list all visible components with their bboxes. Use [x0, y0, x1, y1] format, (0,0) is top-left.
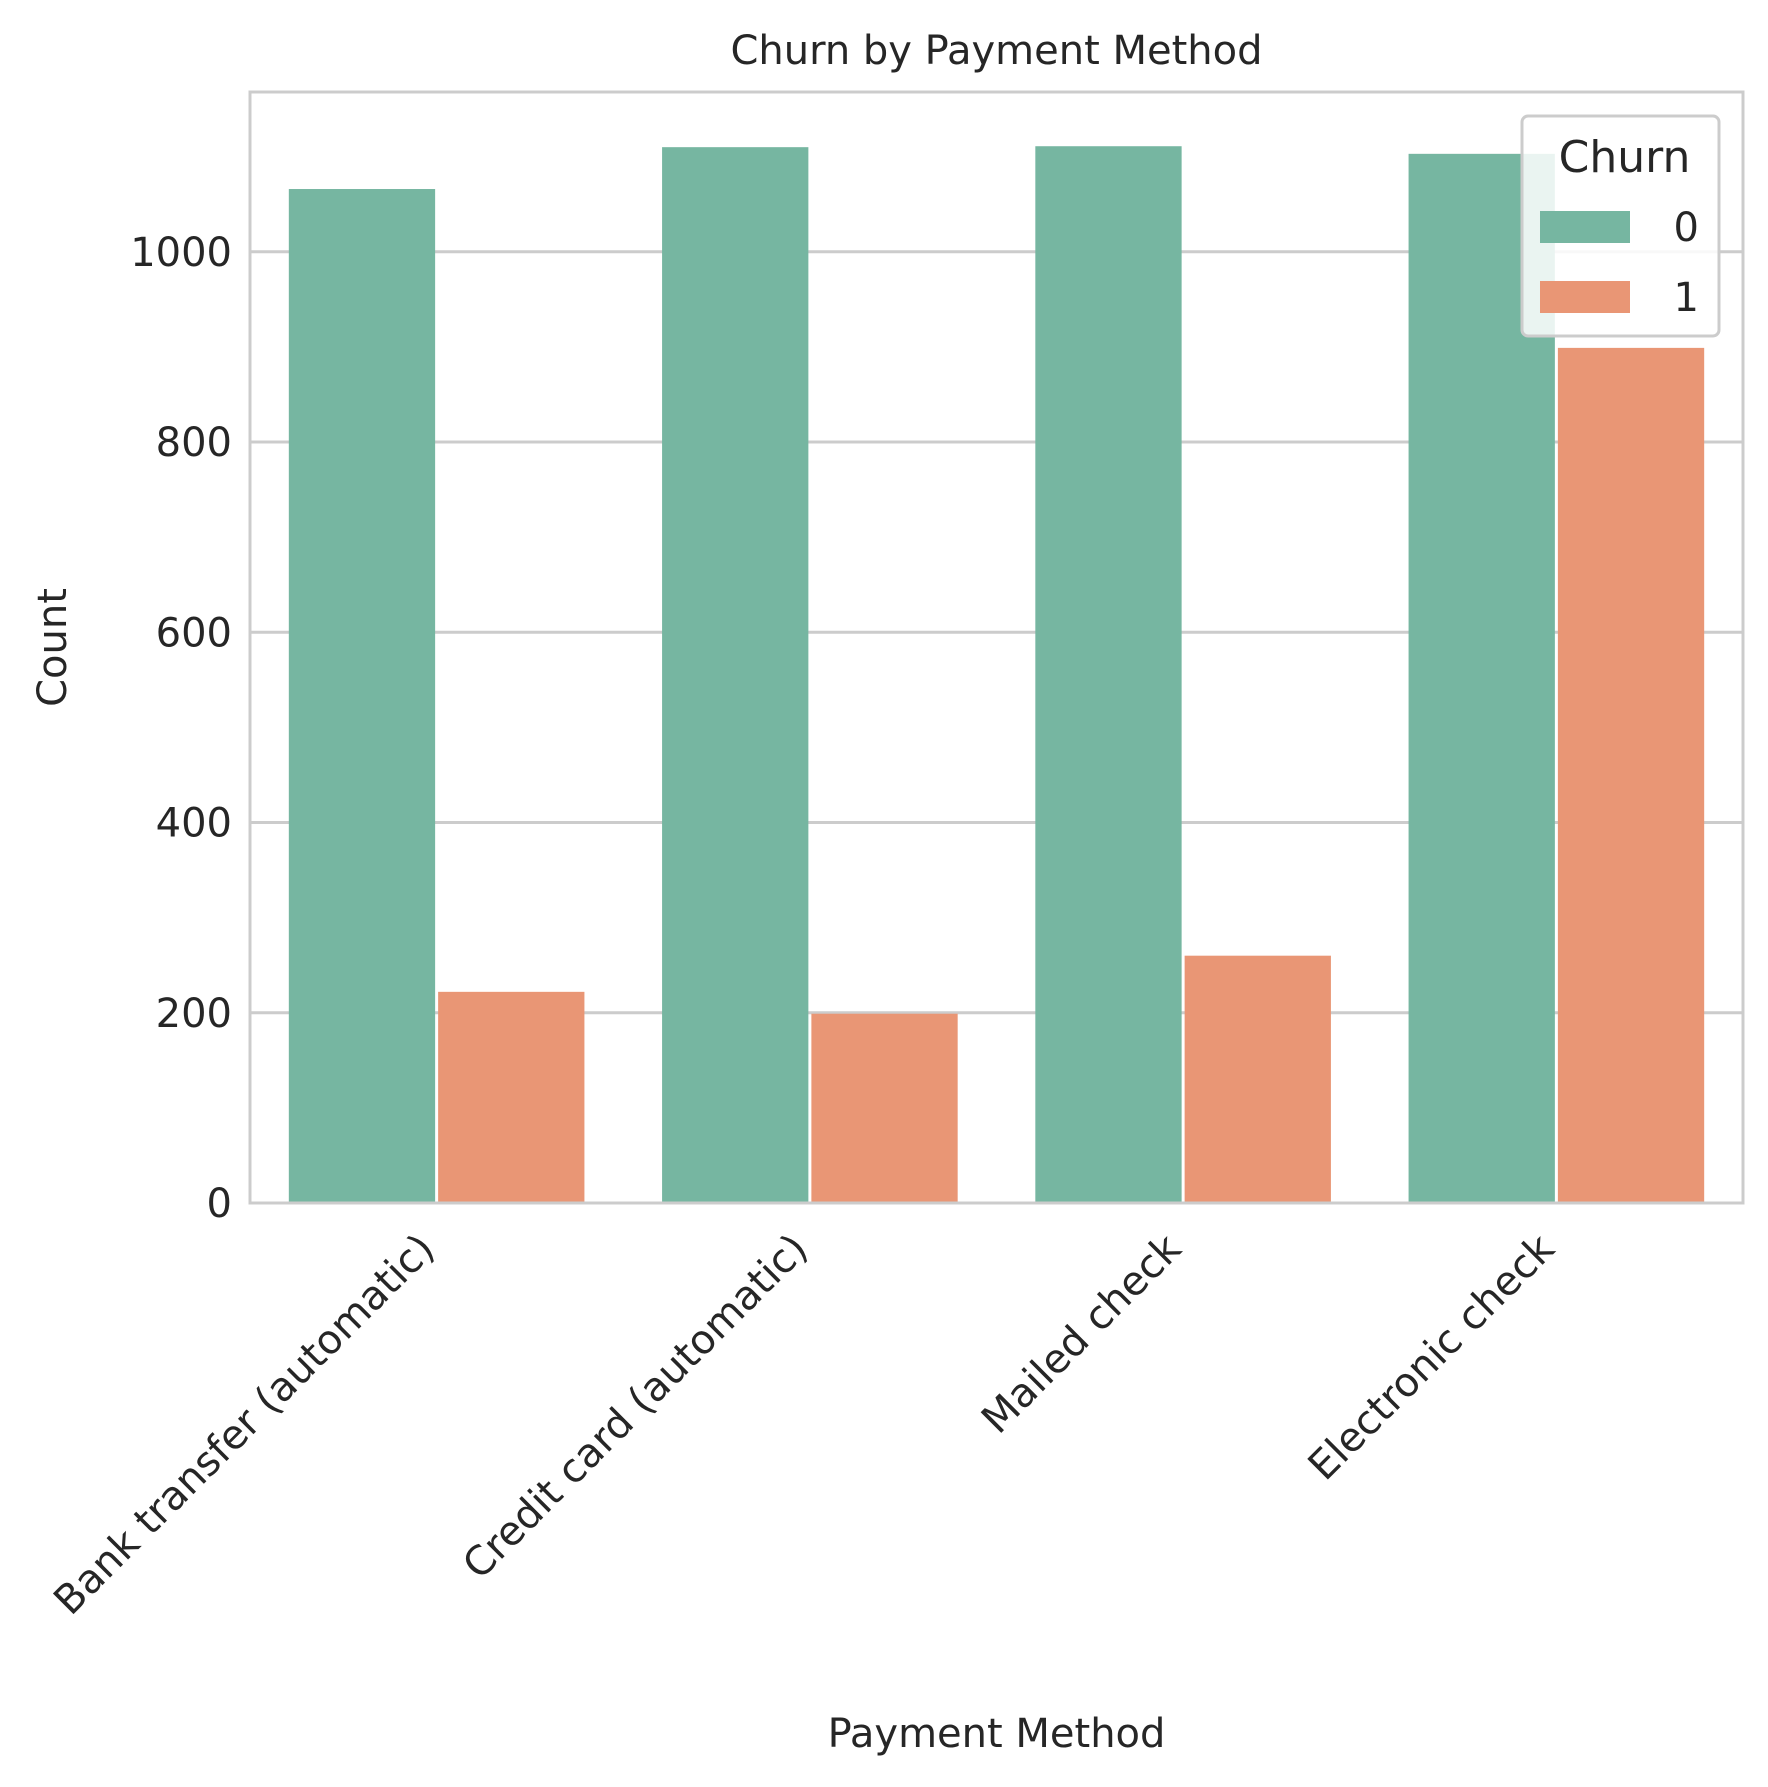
y-tick-labels: 0 200 400 600 800 1000 — [130, 230, 232, 1227]
bar-churn-1-1 — [811, 1013, 958, 1203]
bars — [288, 146, 1705, 1204]
plot-frame — [248, 90, 1745, 1205]
bar-churn-0-2 — [1035, 146, 1182, 1204]
bar-churn-0-0 — [288, 189, 436, 1203]
bar-churn-0-1 — [662, 147, 809, 1203]
legend: Churn 01 — [1520, 114, 1721, 338]
legend-title: Churn — [1559, 132, 1691, 183]
y-tick-label: 0 — [207, 1181, 232, 1227]
y-tick-label: 800 — [156, 420, 232, 466]
y-tick-label: 600 — [156, 610, 232, 656]
y-tick-label: 200 — [156, 991, 232, 1037]
legend-swatch-0 — [1540, 211, 1630, 243]
bar-churn-1-0 — [438, 991, 585, 1203]
bar-churn-1-3 — [1557, 347, 1705, 1203]
legend-items: 01 — [1540, 205, 1699, 321]
chart-title: Churn by Payment Method — [730, 28, 1262, 74]
x-axis-label: Payment Method — [828, 1711, 1166, 1757]
y-axis-label: Count — [30, 588, 76, 707]
y-tick-label: 1000 — [130, 230, 232, 276]
bar-churn-1-2 — [1184, 955, 1331, 1203]
legend-swatch-1 — [1540, 281, 1630, 313]
legend-label-0: 0 — [1674, 205, 1699, 251]
y-tick-label: 400 — [156, 801, 232, 847]
legend-label-1: 1 — [1674, 275, 1699, 321]
